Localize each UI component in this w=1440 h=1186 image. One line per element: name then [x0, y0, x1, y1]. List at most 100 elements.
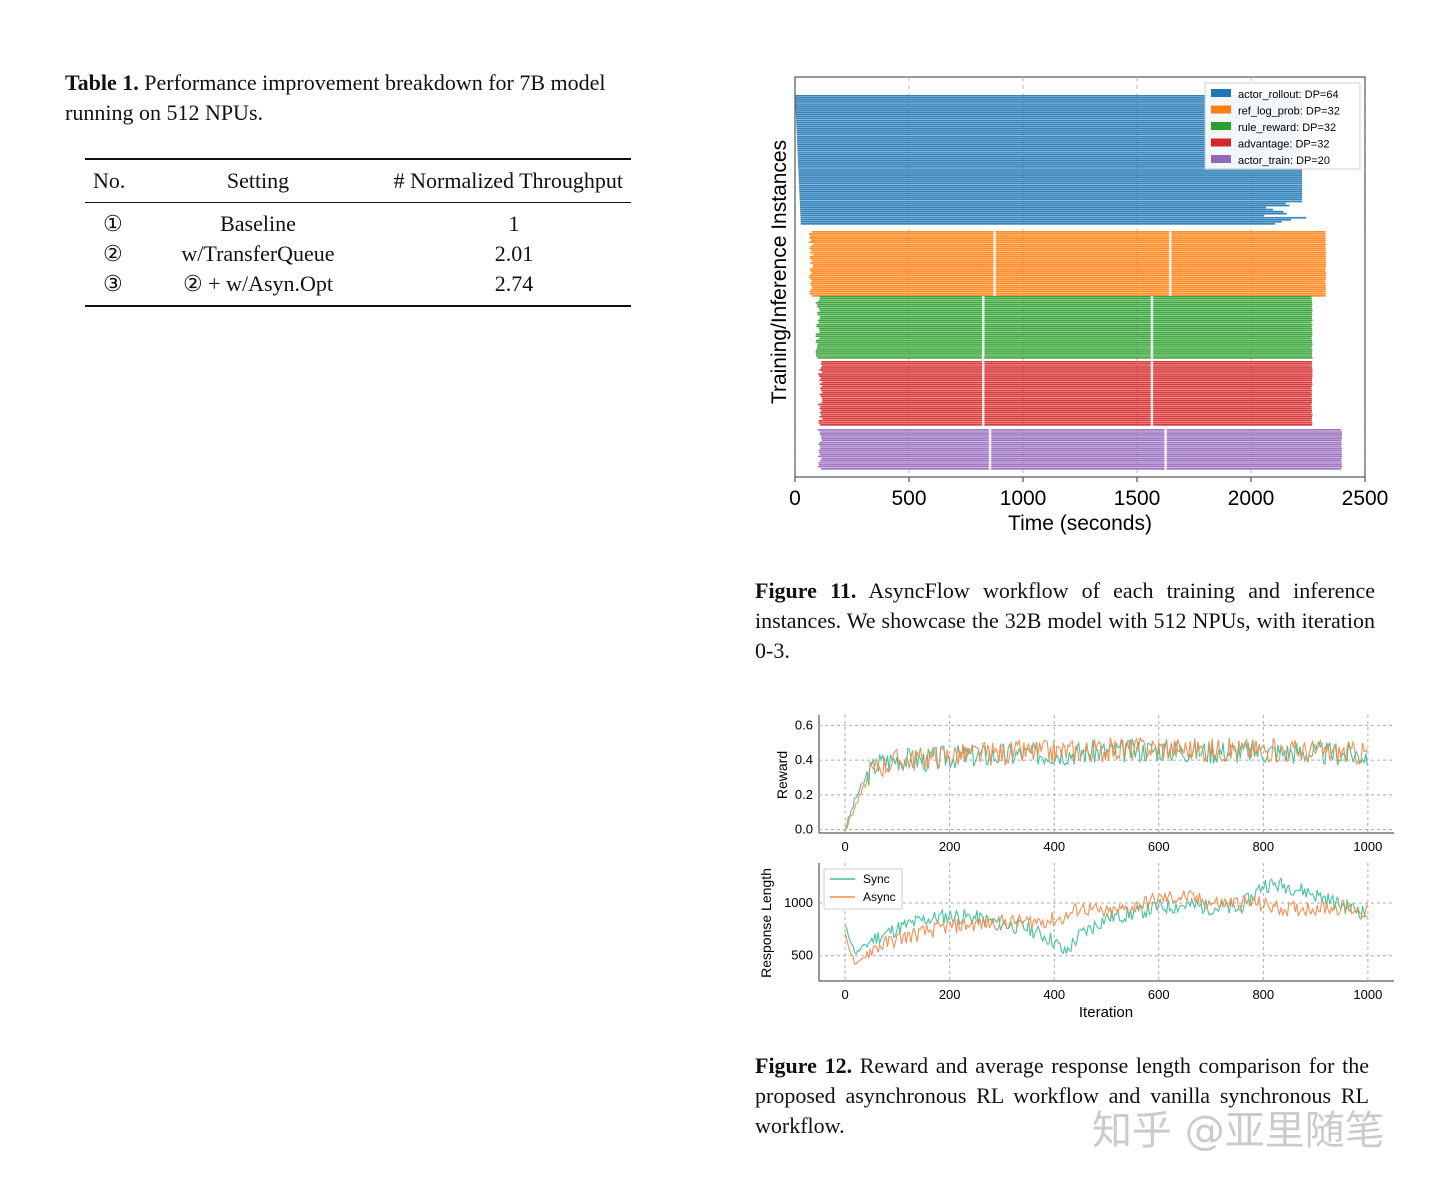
table-caption-label: Table 1.	[65, 70, 139, 95]
instance-bar	[800, 210, 1284, 213]
iteration-gap	[1150, 361, 1154, 426]
series-0-bars	[795, 95, 1365, 225]
instance-bar	[797, 145, 1303, 148]
instance-bar	[816, 347, 1312, 349]
row-no: ①	[103, 211, 123, 236]
y-tick-label: 0.6	[795, 717, 813, 732]
iteration-gap	[1164, 429, 1167, 470]
x-tick-label: 200	[939, 987, 961, 1002]
x-tick-label: 0	[842, 987, 849, 1002]
table-caption: Table 1. Performance improvement breakdo…	[65, 68, 665, 128]
instance-bar	[797, 139, 1303, 142]
instance-bar	[796, 119, 1303, 122]
instance-bar	[820, 423, 1313, 426]
instance-bar	[809, 255, 1326, 258]
instance-bar	[800, 216, 1307, 219]
header-no: No.	[93, 168, 126, 193]
instance-bar	[819, 331, 1313, 334]
instance-bar	[820, 387, 1312, 390]
instance-bar	[800, 214, 1265, 217]
instance-bar	[818, 419, 1312, 422]
legend-label: advantage: DP=32	[1238, 139, 1329, 151]
instance-bar	[819, 321, 1312, 324]
y-tick-label: 0.0	[795, 822, 813, 837]
table-row: ③ ② + w/Asyn.Opt 2.74	[85, 269, 631, 306]
series-2-bars	[795, 296, 1365, 359]
legend-label: Async	[863, 890, 896, 904]
figure-12-line-charts: 0 200 400 600 800 1000 0.0 0.2 0.4 0.6 Reward 0 200 4…	[758, 715, 1394, 1021]
table-caption-text: Performance improvement breakdown for 7B…	[65, 70, 606, 125]
legend-label: actor_train: DP=20	[1238, 155, 1330, 167]
figure-12-caption-text: Reward and average response length compa…	[755, 1053, 1369, 1138]
row-throughput: 2.01	[494, 241, 534, 266]
y-axis-label: Reward	[774, 751, 790, 799]
instance-bar	[817, 429, 1342, 431]
x-tick-label: 500	[891, 487, 926, 510]
figure-11-timeline-chart: 0 500 1000 1500 2000 2500 Time (seconds) Traini…	[768, 76, 1388, 535]
instance-bar	[820, 315, 1313, 318]
instance-bar	[816, 349, 1313, 351]
instance-bar	[815, 335, 1312, 338]
instance-bar	[799, 184, 1303, 187]
instance-bar	[819, 296, 1312, 298]
instance-bar	[800, 206, 1267, 209]
instance-bar	[810, 245, 1326, 248]
instance-bar	[819, 317, 1312, 320]
x-axis-label: Iteration	[1079, 1004, 1133, 1021]
instance-bar	[818, 307, 1313, 310]
instance-bar	[812, 286, 1326, 289]
instance-bar	[796, 129, 1303, 132]
series-1-bars	[795, 231, 1365, 297]
instance-bar	[818, 403, 1312, 406]
instance-bar	[810, 261, 1327, 264]
figure-11-caption-text: AsyncFlow workflow of each training and …	[755, 578, 1375, 663]
instance-bar	[796, 117, 1303, 120]
y-axis-label: Response Length	[758, 868, 774, 978]
instance-bar	[815, 353, 1313, 355]
instance-bar	[812, 259, 1326, 262]
instance-bar	[816, 355, 1313, 357]
x-tick-label: 600	[1148, 987, 1170, 1002]
instance-bar	[798, 170, 1303, 172]
instance-bar	[797, 147, 1303, 150]
instance-bar	[810, 288, 1326, 291]
instance-bar	[809, 251, 1327, 254]
instance-bar	[819, 379, 1312, 382]
instance-bar	[818, 461, 1342, 464]
instance-bar	[799, 200, 1303, 203]
instance-bar	[816, 339, 1312, 341]
instance-bar	[796, 125, 1303, 128]
instance-bar	[796, 137, 1303, 140]
instance-bar	[812, 266, 1326, 268]
instance-bar	[795, 95, 1303, 97]
iteration-gap	[993, 231, 996, 297]
legend-swatch	[1211, 105, 1231, 114]
instance-bar	[816, 325, 1312, 328]
instance-bar	[819, 329, 1313, 332]
instance-bar	[795, 113, 1303, 116]
instance-bar	[819, 411, 1312, 414]
row-setting: ② + w/Asyn.Opt	[182, 271, 334, 296]
instance-bar	[809, 235, 1326, 237]
instance-bar	[795, 99, 1303, 101]
legend-swatch	[1211, 122, 1231, 130]
instance-bar	[809, 290, 1326, 293]
instance-bar	[822, 399, 1312, 402]
instance-bar	[817, 313, 1313, 316]
instance-bar	[819, 337, 1312, 340]
instance-bar	[808, 241, 1326, 244]
header-throughput: # Normalized Throughput	[393, 168, 623, 193]
legend-label: ref_log_prob: DP=32	[1238, 106, 1340, 118]
x-tick-label: 2000	[1228, 487, 1275, 510]
figure-11-caption: Figure 11. AsyncFlow workflow of each tr…	[755, 576, 1375, 666]
instance-bar	[796, 121, 1303, 124]
figure-12-caption-label: Figure 12.	[755, 1053, 853, 1078]
instance-bar	[817, 357, 1313, 359]
legend-label: Sync	[863, 872, 890, 886]
instance-bar	[817, 303, 1313, 306]
instance-bar	[795, 109, 1303, 111]
legend-swatch	[1211, 138, 1231, 147]
instance-bar	[797, 149, 1303, 152]
instance-bar	[810, 282, 1326, 285]
instance-bar	[809, 268, 1326, 270]
